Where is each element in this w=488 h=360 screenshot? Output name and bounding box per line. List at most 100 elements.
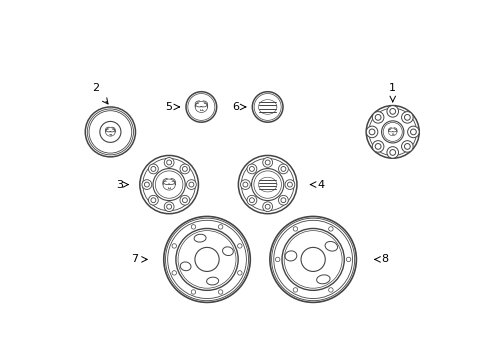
Ellipse shape bbox=[371, 112, 383, 123]
Ellipse shape bbox=[386, 105, 398, 117]
Ellipse shape bbox=[167, 220, 246, 298]
Ellipse shape bbox=[185, 92, 216, 122]
Ellipse shape bbox=[368, 129, 374, 135]
Ellipse shape bbox=[194, 234, 205, 242]
Ellipse shape bbox=[166, 160, 171, 165]
Ellipse shape bbox=[254, 94, 281, 120]
Ellipse shape bbox=[142, 180, 151, 189]
Ellipse shape bbox=[186, 180, 196, 189]
Ellipse shape bbox=[401, 141, 412, 152]
Ellipse shape bbox=[281, 198, 285, 203]
Ellipse shape bbox=[172, 271, 176, 275]
Ellipse shape bbox=[249, 166, 254, 171]
Ellipse shape bbox=[148, 164, 158, 174]
Ellipse shape bbox=[346, 257, 350, 262]
Ellipse shape bbox=[389, 108, 395, 114]
Ellipse shape bbox=[180, 195, 189, 205]
Ellipse shape bbox=[218, 290, 223, 294]
Ellipse shape bbox=[325, 242, 337, 251]
Ellipse shape bbox=[262, 202, 272, 212]
Ellipse shape bbox=[269, 216, 356, 302]
Text: 3: 3 bbox=[116, 180, 123, 190]
Ellipse shape bbox=[273, 220, 352, 298]
Ellipse shape bbox=[182, 198, 187, 203]
Ellipse shape bbox=[182, 166, 187, 171]
Ellipse shape bbox=[383, 122, 402, 141]
Ellipse shape bbox=[140, 156, 198, 214]
Ellipse shape bbox=[151, 166, 156, 171]
Ellipse shape bbox=[316, 275, 329, 284]
Ellipse shape bbox=[144, 182, 149, 187]
Ellipse shape bbox=[293, 288, 297, 292]
Ellipse shape bbox=[374, 114, 380, 120]
Ellipse shape bbox=[282, 229, 344, 291]
Ellipse shape bbox=[166, 204, 171, 209]
Ellipse shape bbox=[246, 164, 256, 174]
Ellipse shape bbox=[176, 229, 238, 291]
Ellipse shape bbox=[218, 225, 223, 229]
Ellipse shape bbox=[85, 107, 135, 157]
Ellipse shape bbox=[180, 262, 191, 271]
Ellipse shape bbox=[148, 195, 158, 205]
Ellipse shape bbox=[188, 182, 193, 187]
Ellipse shape bbox=[252, 92, 283, 122]
Ellipse shape bbox=[187, 94, 214, 120]
Text: 8: 8 bbox=[381, 255, 388, 264]
Ellipse shape bbox=[164, 158, 174, 167]
Ellipse shape bbox=[366, 126, 377, 138]
Ellipse shape bbox=[178, 231, 236, 288]
Ellipse shape bbox=[249, 198, 254, 203]
Ellipse shape bbox=[404, 114, 409, 120]
Text: 2: 2 bbox=[91, 82, 99, 93]
Ellipse shape bbox=[151, 198, 156, 203]
Ellipse shape bbox=[237, 271, 242, 275]
Ellipse shape bbox=[251, 168, 283, 201]
Ellipse shape bbox=[409, 129, 415, 135]
Ellipse shape bbox=[89, 111, 131, 153]
Ellipse shape bbox=[191, 225, 195, 229]
Ellipse shape bbox=[301, 247, 325, 271]
Ellipse shape bbox=[243, 182, 247, 187]
Ellipse shape bbox=[163, 216, 250, 302]
Ellipse shape bbox=[180, 164, 189, 174]
Ellipse shape bbox=[275, 257, 279, 262]
Ellipse shape bbox=[87, 109, 133, 155]
Text: 5: 5 bbox=[165, 102, 172, 112]
Ellipse shape bbox=[404, 144, 409, 149]
Ellipse shape bbox=[241, 158, 293, 211]
Ellipse shape bbox=[368, 108, 416, 156]
Ellipse shape bbox=[240, 180, 250, 189]
Ellipse shape bbox=[142, 158, 195, 211]
Ellipse shape bbox=[371, 141, 383, 152]
Ellipse shape bbox=[206, 277, 218, 285]
Ellipse shape bbox=[222, 247, 233, 256]
Ellipse shape bbox=[100, 121, 121, 143]
Ellipse shape bbox=[287, 182, 292, 187]
Ellipse shape bbox=[285, 180, 294, 189]
Ellipse shape bbox=[281, 166, 285, 171]
Ellipse shape bbox=[293, 227, 297, 231]
Ellipse shape bbox=[155, 171, 183, 198]
Ellipse shape bbox=[246, 195, 256, 205]
Text: 4: 4 bbox=[317, 180, 324, 190]
Ellipse shape bbox=[262, 158, 272, 167]
Ellipse shape bbox=[253, 171, 281, 198]
Ellipse shape bbox=[238, 156, 296, 214]
Text: 1: 1 bbox=[388, 82, 395, 93]
Ellipse shape bbox=[381, 121, 403, 143]
Ellipse shape bbox=[389, 149, 395, 155]
Ellipse shape bbox=[264, 160, 269, 165]
Ellipse shape bbox=[386, 147, 398, 158]
Ellipse shape bbox=[407, 126, 418, 138]
Ellipse shape bbox=[328, 227, 332, 231]
Ellipse shape bbox=[165, 218, 248, 301]
Ellipse shape bbox=[271, 218, 354, 301]
Text: 7: 7 bbox=[131, 255, 138, 264]
Ellipse shape bbox=[285, 251, 296, 261]
Ellipse shape bbox=[328, 288, 332, 292]
Text: 6: 6 bbox=[231, 102, 239, 112]
Ellipse shape bbox=[278, 195, 288, 205]
Ellipse shape bbox=[278, 164, 288, 174]
Ellipse shape bbox=[191, 290, 195, 294]
Ellipse shape bbox=[374, 144, 380, 149]
